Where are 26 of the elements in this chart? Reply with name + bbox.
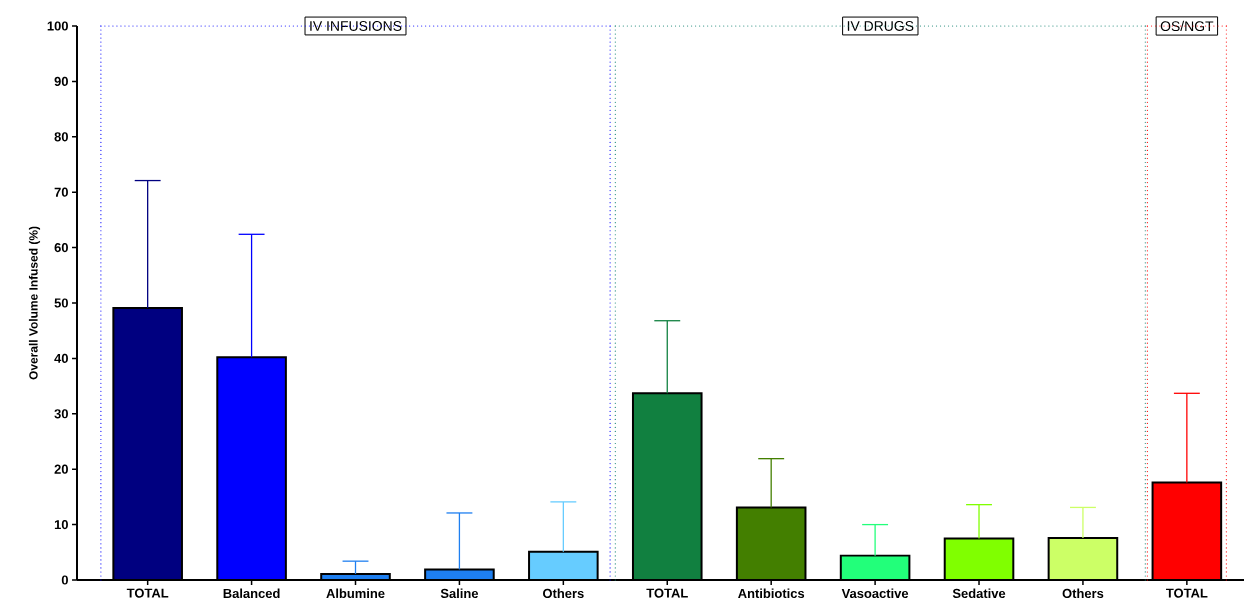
y-tick-label: 10	[54, 520, 68, 530]
y-tick-label: 100	[47, 21, 68, 31]
x-tick-label: Others	[543, 588, 584, 599]
y-tick-label: 70	[54, 187, 68, 197]
annotation: IV INFUSIONS	[310, 21, 402, 31]
x-tick-label: TOTAL	[646, 588, 688, 598]
x-tick-label: Albumine	[326, 588, 385, 599]
y-tick-label: 40	[54, 353, 68, 363]
x-tick-label: TOTAL	[1166, 588, 1208, 598]
x-tick-label: Balanced	[223, 588, 280, 599]
annotation: IV DRUGS	[847, 21, 914, 31]
y-tick-label: 60	[54, 243, 68, 253]
y-tick-label: 80	[54, 132, 68, 142]
x-tick-label: Sedative	[952, 588, 1006, 599]
y-tick-label: 30	[54, 409, 68, 419]
annotation: OS/NGT	[1160, 20, 1214, 32]
y-tick-label: 50	[54, 298, 68, 308]
x-tick-label: Antibiotics	[738, 588, 805, 599]
x-tick-label: Saline	[440, 588, 479, 599]
x-tick-label: Vasoactive	[841, 588, 909, 599]
x-tick-label: Others	[1062, 588, 1104, 599]
y-tick-label: 0	[61, 575, 68, 585]
x-tick-label: TOTAL	[126, 588, 169, 598]
y-tick-label: 20	[54, 464, 68, 474]
y-tick-label: 90	[54, 76, 68, 86]
y-axis-title: Overall Volume Infused (%)	[28, 226, 41, 380]
